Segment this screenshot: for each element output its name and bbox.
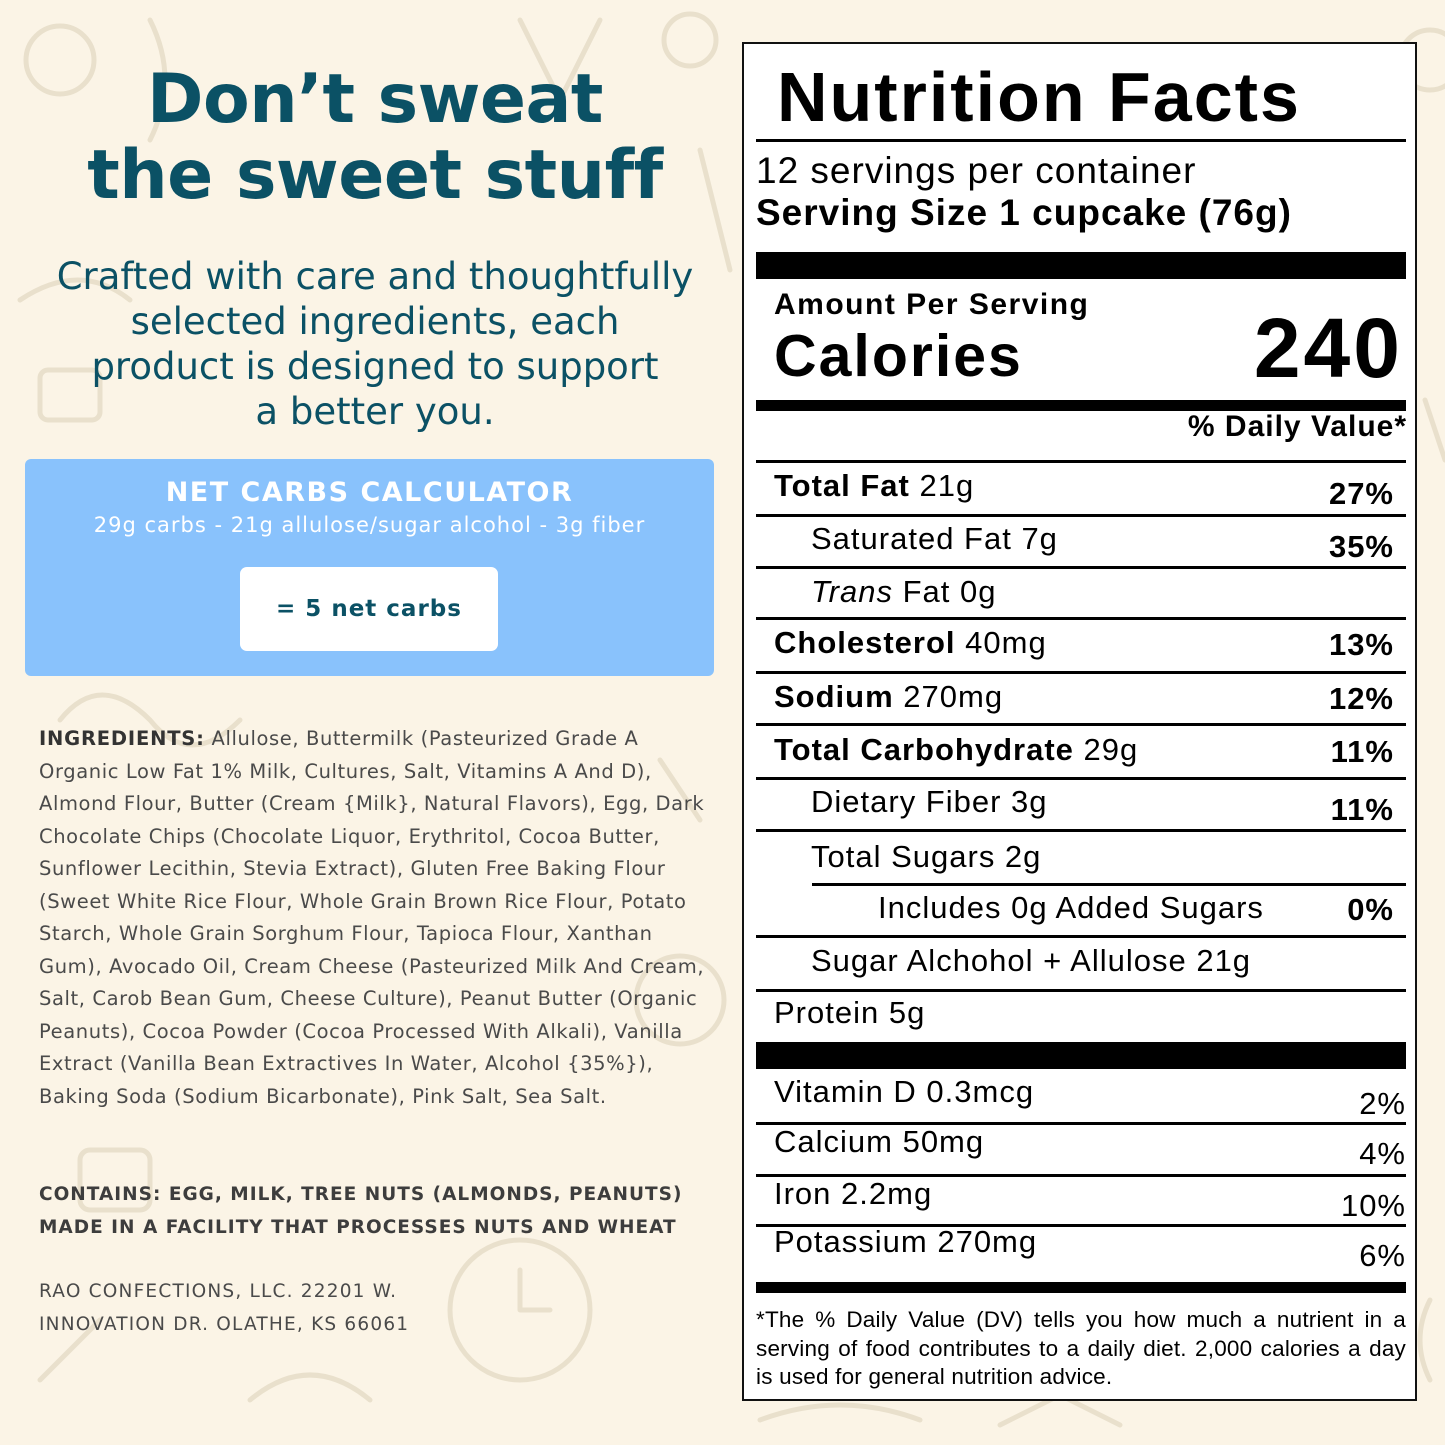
nutrient-label: Fat 0g: [892, 574, 997, 609]
calculator-formula: 29g carbs - 21g allulose/sugar alcohol -…: [93, 513, 646, 537]
thick-divider: [756, 252, 1406, 279]
nutrient-label: Iron 2.2mg: [774, 1176, 933, 1211]
nutrient-label: Protein 5g: [774, 995, 926, 1030]
divider: [756, 460, 1406, 463]
nutrient-label: Saturated Fat 7g: [811, 521, 1058, 556]
daily-value: 4%: [1359, 1136, 1406, 1171]
nutrient-label: Potassium 270mg: [774, 1224, 1038, 1259]
ingredients: INGREDIENTS: Allulose, Buttermilk (Paste…: [39, 723, 719, 1113]
tagline: Crafted with care and thoughtfully selec…: [25, 254, 725, 434]
daily-value-footnote: *The % Daily Value (DV) tells you how mu…: [756, 1307, 1406, 1389]
contains-line-1: CONTAINS: EGG, MILK, TREE NUTS (ALMONDS,…: [39, 1184, 683, 1205]
daily-value: 13%: [1328, 627, 1394, 662]
headline: Don’t sweat the sweet stuff: [30, 62, 720, 214]
daily-value: 10%: [1340, 1188, 1406, 1223]
tagline-line-2: selected ingredients, each: [130, 300, 620, 343]
divider: [756, 671, 1406, 674]
divider: [756, 1224, 1406, 1227]
net-carbs-result: = 5 net carbs: [240, 567, 498, 651]
headline-line-1: Don’t sweat: [147, 60, 603, 139]
serving-size: Serving Size 1 cupcake (76g): [756, 192, 1292, 233]
medium-divider: [756, 400, 1406, 411]
divider: [756, 777, 1406, 780]
divider: [756, 1122, 1406, 1125]
tagline-line-3: product is designed to support: [91, 345, 659, 388]
nutrient-amount: 21g: [909, 468, 975, 503]
divider: [756, 935, 1406, 938]
divider: [756, 139, 1406, 142]
manufacturer-address: RAO CONFECTIONS, LLC. 22201 W. INNOVATIO…: [39, 1276, 719, 1341]
thick-divider: [756, 1042, 1406, 1069]
divider: [756, 723, 1406, 726]
divider: [812, 883, 1406, 886]
nutrition-facts-panel: Nutrition Facts 12 servings per containe…: [742, 42, 1417, 1401]
daily-value: 6%: [1359, 1238, 1406, 1273]
daily-value: 11%: [1330, 734, 1394, 769]
daily-value-header: % Daily Value*: [1187, 410, 1407, 443]
nutrition-facts-title: Nutrition Facts: [777, 58, 1301, 136]
divider: [756, 989, 1406, 992]
nutrient-amount: 270mg: [893, 679, 1004, 714]
nutrient-label: Vitamin D 0.3mcg: [774, 1074, 1035, 1109]
divider: [756, 617, 1406, 620]
amount-per-serving: Amount Per Serving: [774, 288, 1090, 321]
daily-value: 2%: [1359, 1086, 1406, 1121]
servings-per-container: 12 servings per container: [756, 150, 1197, 191]
tagline-line-1: Crafted with care and thoughtfully: [56, 255, 694, 298]
divider: [756, 514, 1406, 517]
contains-line-2: MADE IN A FACILITY THAT PROCESSES NUTS A…: [39, 1216, 677, 1238]
nutrient-label: Total Carbohydrate: [774, 732, 1074, 767]
calculator-title: NET CARBS CALCULATOR: [165, 477, 574, 508]
nutrient-label: Sugar Alchohol + Allulose 21g: [811, 943, 1252, 978]
nutrient-label: Total Sugars 2g: [811, 839, 1042, 874]
calories-label: Calories: [774, 323, 1023, 389]
address-line-2: INNOVATION DR. OLATHE, KS 66061: [39, 1313, 410, 1335]
nutrient-label: Total Fat: [774, 468, 910, 503]
ingredients-label: INGREDIENTS:: [39, 727, 205, 750]
nutrient-label: Calcium 50mg: [774, 1124, 985, 1159]
daily-value: 35%: [1328, 529, 1394, 564]
daily-value: 11%: [1330, 792, 1394, 827]
tagline-line-4: a better you.: [255, 390, 495, 433]
nutrient-label: Dietary Fiber 3g: [811, 784, 1048, 819]
nutrient-amount: 40mg: [955, 625, 1047, 660]
net-carbs-calculator: NET CARBS CALCULATOR 29g carbs - 21g all…: [25, 459, 714, 676]
ingredients-text: Allulose, Buttermilk (Pasteurized Grade …: [39, 727, 705, 1108]
nutrient-label: Sodium: [774, 679, 894, 714]
headline-line-2: the sweet stuff: [87, 136, 663, 215]
daily-value: 27%: [1328, 476, 1394, 511]
daily-value: 12%: [1328, 681, 1394, 716]
nutrient-label: Includes 0g Added Sugars: [878, 890, 1264, 925]
allergen-statement: CONTAINS: EGG, MILK, TREE NUTS (ALMONDS,…: [39, 1179, 719, 1244]
medium-divider: [756, 1282, 1406, 1293]
nutrient-amount: 29g: [1073, 732, 1139, 767]
daily-value: 0%: [1347, 892, 1394, 927]
address-line-1: RAO CONFECTIONS, LLC. 22201 W.: [39, 1281, 398, 1302]
divider: [756, 1174, 1406, 1177]
divider: [756, 829, 1406, 832]
nutrient-label-italic: Trans: [811, 574, 893, 609]
divider: [756, 566, 1406, 569]
nutrient-label: Cholesterol: [774, 625, 956, 660]
calories-value: 240: [1253, 301, 1403, 395]
